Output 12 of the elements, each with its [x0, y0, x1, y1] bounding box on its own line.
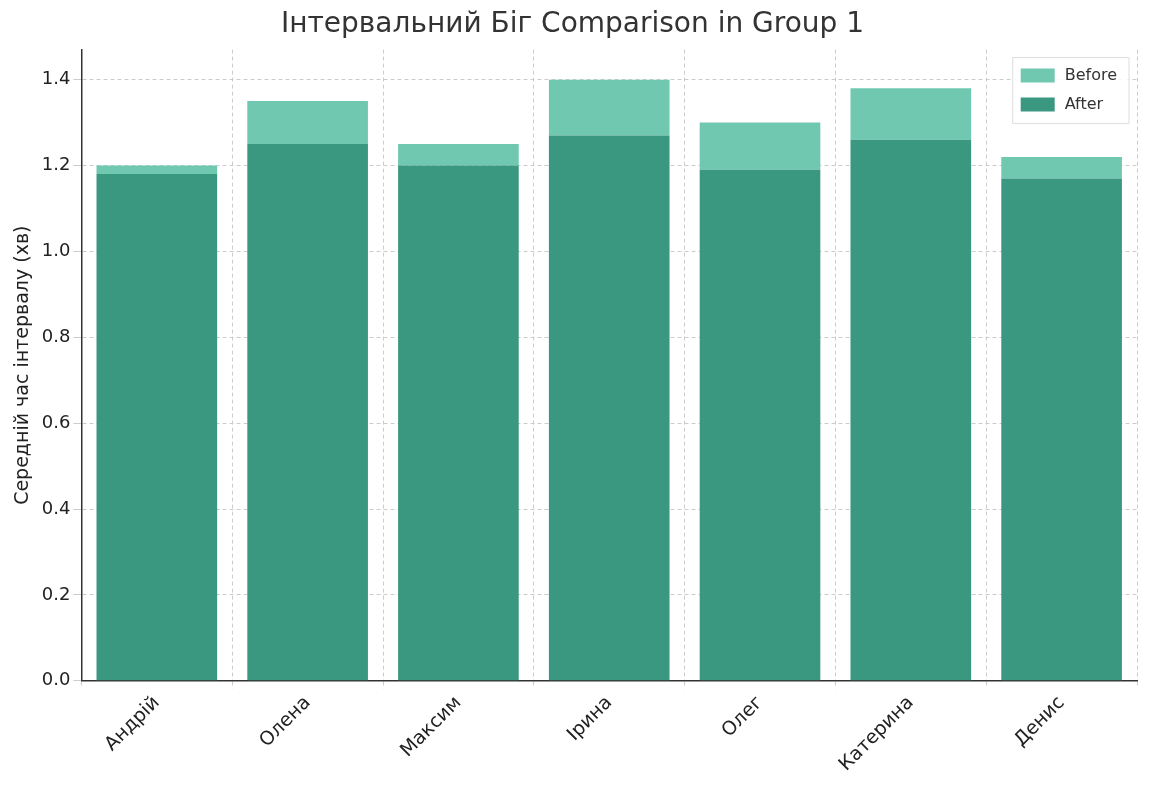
- y-tick-label: 0.0: [41, 668, 71, 690]
- legend-label: After: [1064, 93, 1104, 113]
- y-tick-label: 0.6: [41, 410, 71, 432]
- y-tick-label: 0.2: [41, 582, 71, 604]
- legend-label: Before: [1064, 64, 1117, 84]
- y-tick-label: 0.8: [41, 324, 71, 346]
- y-tick-label: 0.4: [41, 496, 71, 518]
- y-tick-label: 1.0: [41, 239, 71, 261]
- y-axis-title: Середній час інтервалу (хв): [10, 225, 33, 505]
- chart-title: Інтервальний Біг Comparison in Group 1: [280, 6, 865, 40]
- y-tick-label: 1.2: [41, 153, 71, 175]
- y-tick-label: 1.4: [41, 67, 71, 89]
